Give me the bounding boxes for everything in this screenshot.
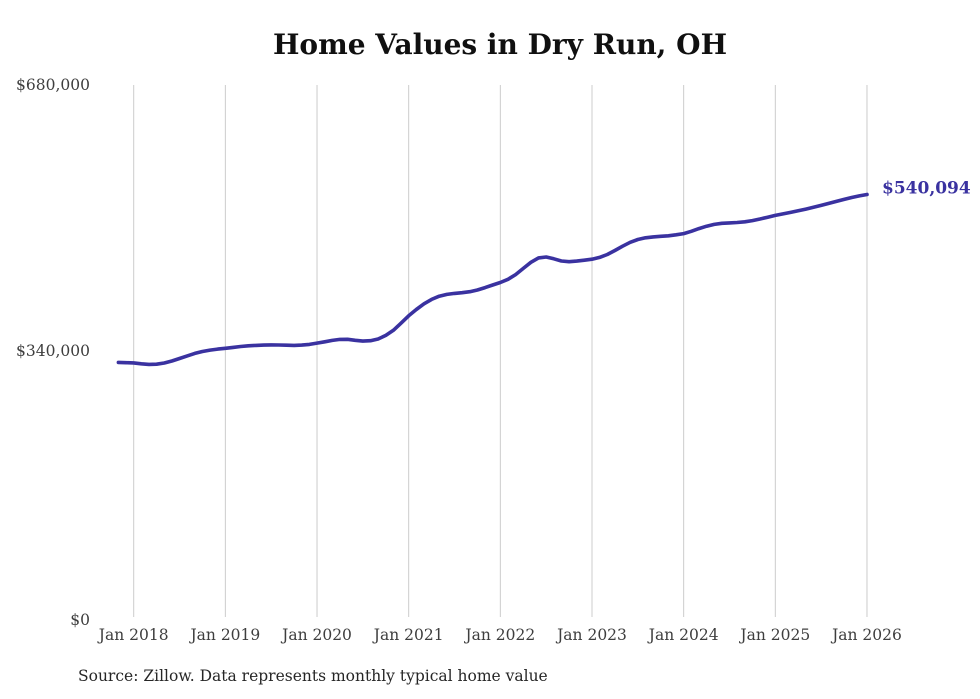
y-tick-label: $340,000 bbox=[16, 342, 90, 360]
x-axis-labels: Jan 2018 Jan 2019 Jan 2020 Jan 2021 Jan 2022… bbox=[97, 626, 902, 644]
source-note: Source: Zillow. Data represents monthly … bbox=[78, 667, 548, 685]
x-tick-label: Jan 2021 bbox=[372, 626, 444, 644]
chart-title: Home Values in Dry Run, OH bbox=[272, 28, 728, 61]
latest-value-label: $540,094 bbox=[882, 179, 971, 199]
x-tick-label: Jan 2019 bbox=[188, 626, 260, 644]
x-tick-label: Jan 2023 bbox=[555, 626, 627, 644]
y-tick-label: $0 bbox=[70, 611, 90, 629]
x-tick-label: Jan 2022 bbox=[463, 626, 535, 644]
x-tick-label: Jan 2020 bbox=[280, 626, 352, 644]
x-tick-label: Jan 2026 bbox=[830, 626, 902, 644]
x-tick-label: Jan 2024 bbox=[647, 626, 719, 644]
home-value-line bbox=[116, 192, 869, 367]
x-tick-label: Jan 2025 bbox=[738, 626, 810, 644]
gridlines bbox=[133, 85, 868, 617]
y-axis-labels: $680,000 $340,000 $0 bbox=[16, 76, 90, 629]
x-tick-label: Jan 2018 bbox=[97, 626, 169, 644]
y-tick-label: $680,000 bbox=[16, 76, 90, 94]
